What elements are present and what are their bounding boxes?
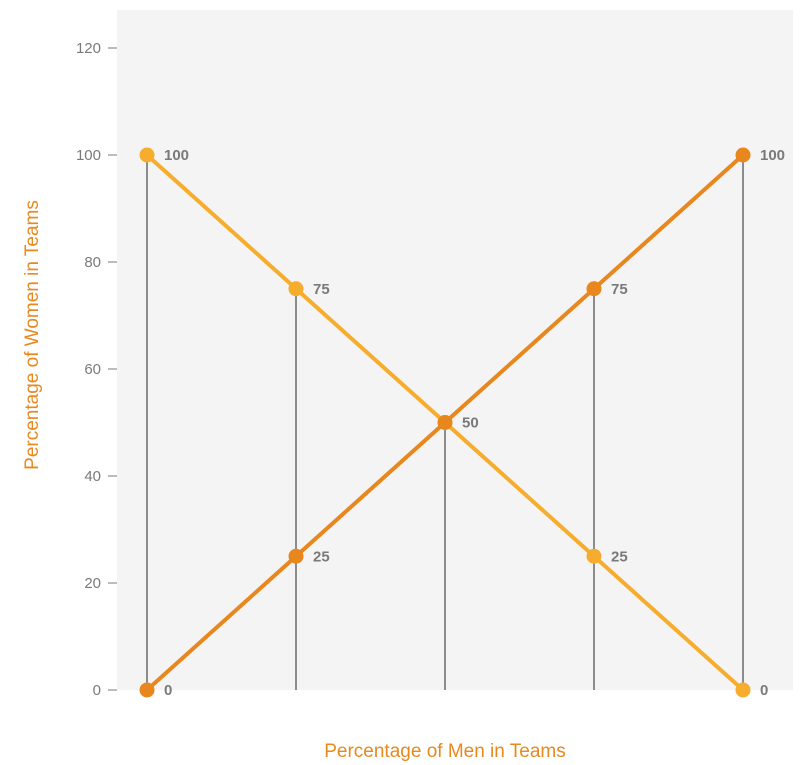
y-tick-label: 100: [76, 147, 101, 164]
data-label: 100: [164, 147, 189, 164]
data-point: [139, 147, 155, 163]
y-axis-title: Percentage of Women in Teams: [22, 200, 43, 470]
data-point: [139, 682, 155, 698]
y-tick-label: 40: [84, 468, 101, 485]
y-tick-label: 60: [84, 361, 101, 378]
data-point: [735, 682, 751, 698]
data-label: 0: [164, 682, 172, 699]
data-point: [437, 415, 453, 430]
series-points: [139, 147, 751, 698]
y-tick-label: 120: [76, 40, 101, 57]
data-point: [288, 548, 304, 564]
data-label: 75: [313, 281, 330, 298]
data-label: 50: [462, 415, 479, 432]
data-point: [586, 281, 602, 297]
data-label: 75: [611, 281, 628, 298]
drop-lines: [146, 155, 744, 690]
data-point: [586, 548, 602, 564]
y-axis: 0 20 40 60 80 100 120: [76, 40, 117, 699]
data-labels: 100 75 50 25 0 0 25 75 100: [164, 147, 785, 699]
plot-background: [117, 10, 793, 690]
data-label: 0: [760, 682, 768, 699]
data-label: 100: [760, 147, 785, 164]
data-label: 25: [313, 548, 330, 565]
y-tick-label: 20: [84, 575, 101, 592]
y-tick-label: 0: [93, 682, 101, 699]
x-axis-title: Percentage of Men in Teams: [324, 741, 566, 762]
y-tick-label: 80: [84, 254, 101, 271]
data-point: [288, 281, 304, 297]
data-label: 25: [611, 548, 628, 565]
data-point: [735, 147, 751, 163]
